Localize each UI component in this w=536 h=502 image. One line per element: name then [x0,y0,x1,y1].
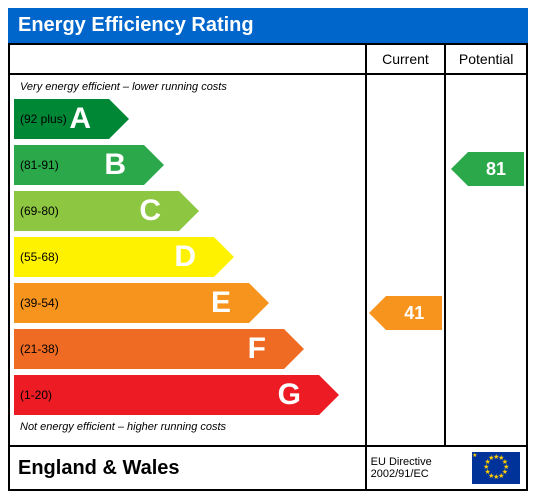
potential-value: 81 [486,159,506,180]
band-letter-a: A [69,102,91,136]
band-letter-e: E [211,286,231,320]
band-bar-g: (1-20) G [14,375,319,415]
band-bar-b: (81-91) B [14,145,144,185]
caption-bottom: Not energy efficient – higher running co… [14,419,365,435]
band-range-b: (81-91) [14,158,59,172]
header-blank [10,45,367,73]
band-row-d: (55-68) D [14,235,365,279]
potential-column: 81 [446,75,526,445]
caption-top: Very energy efficient – lower running co… [14,79,365,95]
header-row: Current Potential [10,45,526,75]
band-bar-e: (39-54) E [14,283,249,323]
band-bar-a: (92 plus)A [14,99,109,139]
region-label: England & Wales [10,447,367,489]
band-row-a: (92 plus)A [14,97,365,141]
band-bar-d: (55-68) D [14,237,214,277]
epc-table: Current Potential Very energy efficient … [8,43,528,491]
band-range-e: (39-54) [14,296,59,310]
band-letter-c: C [139,194,161,228]
band-row-f: (21-38) F [14,327,365,371]
band-bar-c: (69-80) C [14,191,179,231]
band-letter-d: D [174,240,196,274]
band-bar-f: (21-38) F [14,329,284,369]
band-row-b: (81-91) B [14,143,365,187]
band-range-g: (1-20) [14,388,52,402]
bands-area: Very energy efficient – lower running co… [10,75,367,445]
band-row-e: (39-54) E [14,281,365,325]
directive-line2: 2002/91/EC [371,468,467,480]
eu-flag-icon: ★★★★★★★★★★★★ [472,452,520,484]
body-row: Very energy efficient – lower running co… [10,75,526,445]
footer-row: England & Wales EU Directive 2002/91/EC … [10,445,526,489]
directive-label: EU Directive 2002/91/EC [367,447,467,489]
band-letter-b: B [104,148,126,182]
band-range-c: (69-80) [14,204,59,218]
current-pointer: 41 [386,296,442,330]
band-letter-g: G [278,378,301,412]
band-range-a: (92 plus) [14,112,67,126]
band-row-g: (1-20) G [14,373,365,417]
band-range-d: (55-68) [14,250,59,264]
header-current: Current [367,45,447,73]
directive-line1: EU Directive [371,456,467,468]
current-value: 41 [404,303,424,324]
title-bar: Energy Efficiency Rating [8,8,528,43]
potential-pointer: 81 [468,152,524,186]
band-letter-f: F [248,332,266,366]
eu-flag-container: ★★★★★★★★★★★★ [466,447,526,489]
band-row-c: (69-80) C [14,189,365,233]
header-potential: Potential [446,45,526,73]
band-range-f: (21-38) [14,342,59,356]
current-column: 41 [367,75,447,445]
